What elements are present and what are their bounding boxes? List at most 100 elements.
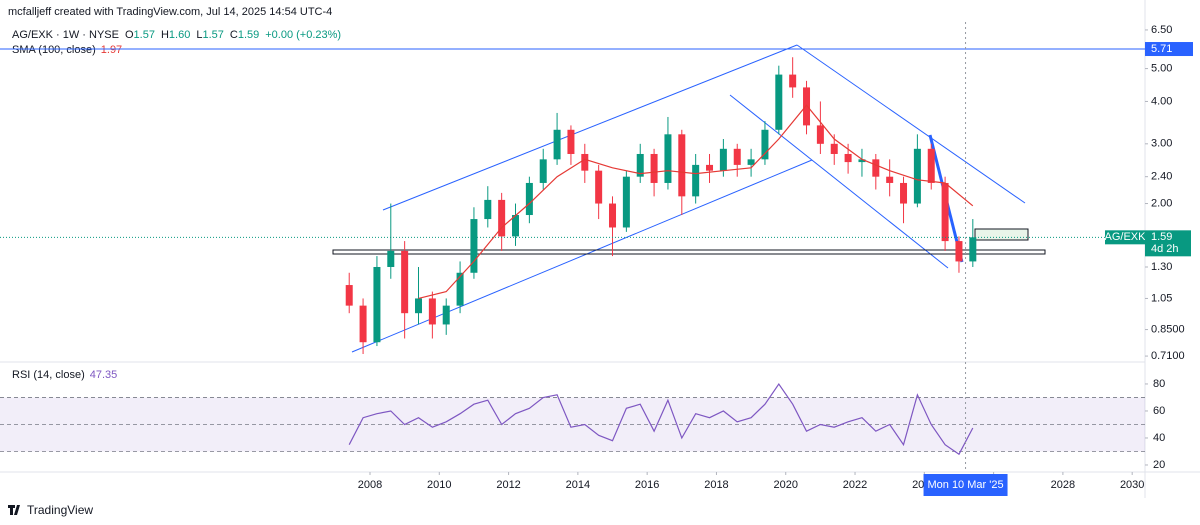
crosshair-label-box — [923, 474, 1008, 496]
rsi-tick-label: 20 — [1153, 459, 1165, 471]
candle-body — [927, 148, 935, 183]
legend-value: 1.57 — [202, 29, 223, 41]
candle-body — [719, 148, 727, 171]
countdown-label: 4d 2h — [1151, 243, 1179, 255]
candle-body — [373, 266, 381, 343]
price-label-box — [1145, 230, 1191, 257]
candle-body — [359, 305, 367, 343]
candle-body — [886, 176, 894, 183]
drawings — [332, 44, 1046, 353]
legend-sma: SMA (100, close) 1.97 — [12, 44, 122, 56]
candle-body — [525, 182, 533, 216]
channel-line — [796, 44, 1026, 204]
y-tick-label: 6.50 — [1151, 24, 1172, 36]
y-tick-label: 2.40 — [1151, 171, 1172, 183]
x-tick-label: 2020 — [773, 479, 797, 491]
header: mcfalljeff created with TradingView.com,… — [8, 6, 332, 18]
y-tick-label: 0.8500 — [1151, 323, 1185, 335]
x-tick-label: 2022 — [843, 479, 867, 491]
legend-value: 1.57 — [134, 29, 155, 41]
y-tick-label: 0.7100 — [1151, 350, 1185, 362]
candle-body — [664, 134, 672, 183]
candle-body — [470, 219, 478, 273]
legend-rsi-value: 47.35 — [90, 369, 118, 381]
candle-body — [941, 182, 949, 242]
legend-key: L — [196, 29, 202, 41]
candle-body — [761, 129, 769, 160]
legend-rsi-name: RSI (14, close) — [12, 369, 85, 381]
candle-body — [747, 159, 755, 165]
legend-change: +0.00 (+0.23%) — [265, 29, 341, 41]
candle-body — [636, 153, 644, 177]
sma-line — [418, 104, 974, 299]
candle-body — [803, 87, 811, 126]
rsi-tick-label: 60 — [1153, 405, 1165, 417]
legend-key: C — [230, 29, 238, 41]
logo-icon — [8, 505, 20, 515]
x-tick-label: 2018 — [704, 479, 728, 491]
legend-symbol: AG/EXK · 1W · NYSE — [12, 29, 119, 41]
candle-body — [969, 237, 977, 262]
y-tick-label: 4.00 — [1151, 95, 1172, 107]
y-tick-label: 3.00 — [1151, 138, 1172, 150]
symbol-label: AG/EXK — [1105, 231, 1147, 243]
candle-body — [456, 272, 464, 306]
candle-body — [345, 285, 353, 306]
support-zone — [332, 249, 1046, 255]
candle-body — [789, 74, 797, 88]
candle-body — [428, 298, 436, 325]
candle-body — [816, 125, 824, 144]
candle-body — [830, 143, 838, 154]
candle-body — [387, 250, 395, 267]
candle-body — [733, 148, 741, 165]
legend-key: H — [161, 29, 169, 41]
y-tick-label: 2.00 — [1151, 197, 1172, 209]
legend-value: 1.60 — [169, 29, 190, 41]
price-label: 1.59 — [1151, 231, 1172, 243]
candle-body — [844, 153, 852, 163]
footer-text: TradingView — [27, 503, 93, 517]
x-tick-label: 2030 — [1120, 479, 1144, 491]
level-label-box — [1145, 42, 1193, 57]
x-tick-label: 2012 — [496, 479, 520, 491]
candle-body — [512, 215, 520, 237]
candle-body — [692, 164, 700, 197]
candle-body — [539, 159, 547, 183]
candle-body — [650, 153, 658, 183]
candle-body — [900, 182, 908, 204]
x-tick-label: 2016 — [635, 479, 659, 491]
rsi-line — [348, 382, 974, 456]
legend: AG/EXK · 1W · NYSE O1.57 H1.60 L1.57 C1.59 +0… — [12, 29, 341, 41]
channel-line — [351, 159, 813, 353]
candle-body — [706, 164, 714, 171]
rsi-tick-label: 40 — [1153, 432, 1165, 444]
candle-body — [484, 199, 492, 220]
x-tick-label: 2028 — [1051, 479, 1075, 491]
level-label: 5.71 — [1151, 43, 1172, 55]
candle-body — [678, 134, 686, 197]
x-tick-label: 2008 — [358, 479, 382, 491]
channel-line — [382, 44, 798, 211]
legend-sma-name: SMA (100, close) — [12, 44, 96, 56]
candle-body — [595, 170, 603, 204]
candle-body — [553, 129, 561, 160]
candle-body — [442, 305, 450, 325]
y-tick-label: 1.05 — [1151, 292, 1172, 304]
candle-body — [498, 199, 506, 237]
candle-body — [609, 203, 617, 228]
candle-body — [955, 241, 963, 262]
rsi-tick-label: 80 — [1153, 378, 1165, 390]
symbol-label-box — [1105, 230, 1145, 245]
x-tick-label: 2010 — [427, 479, 451, 491]
candle-body — [858, 159, 866, 163]
footer-logo: TradingView — [8, 503, 93, 517]
legend-rsi: RSI (14, close) 47.35 — [12, 369, 117, 381]
crosshair-label: Mon 10 Mar '25 — [927, 479, 1003, 491]
candle-body — [913, 148, 921, 204]
candle-body — [581, 153, 589, 171]
candle-body — [622, 176, 630, 228]
target-zone — [974, 228, 1029, 241]
legend-value: 1.59 — [238, 29, 259, 41]
